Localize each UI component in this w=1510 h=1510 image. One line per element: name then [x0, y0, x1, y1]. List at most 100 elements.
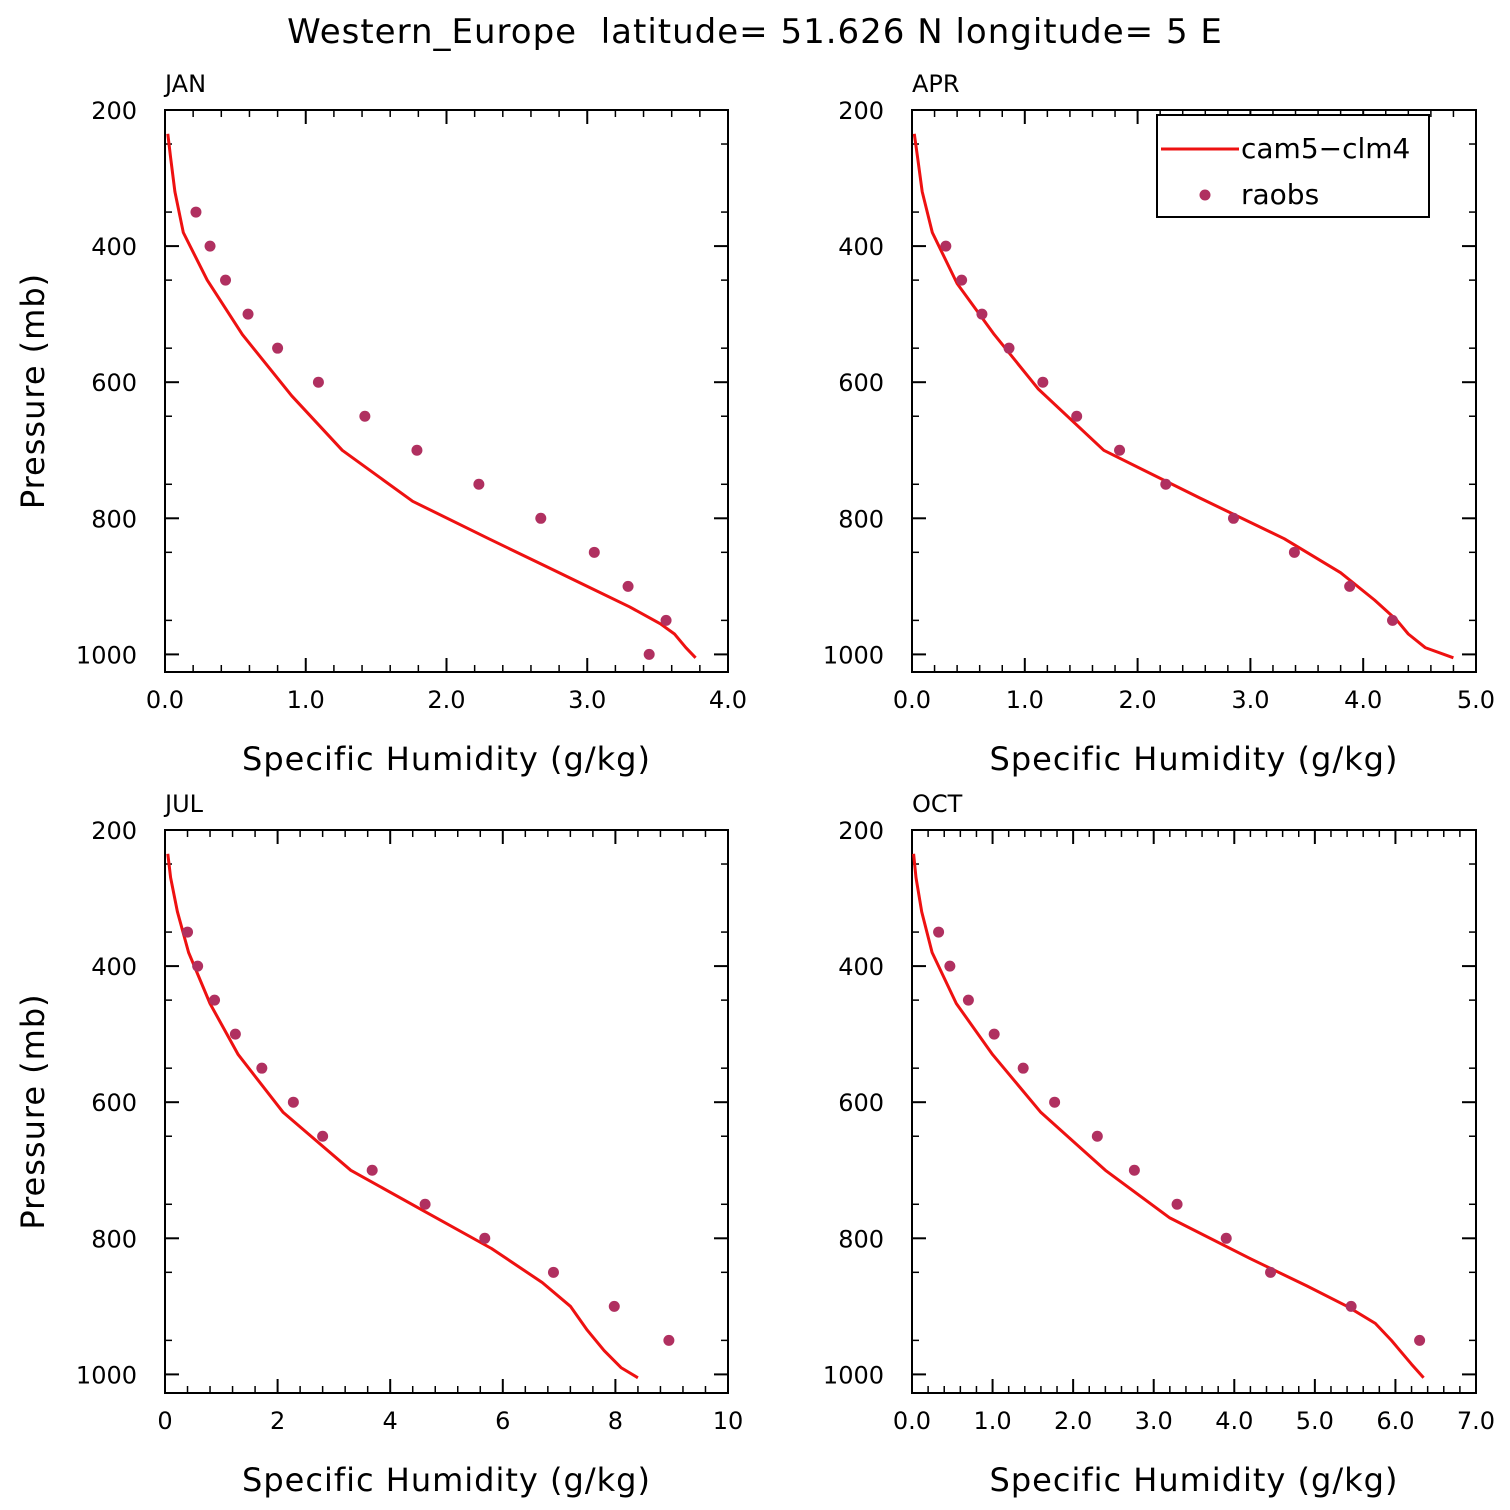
panel-jan-obs-point	[622, 580, 634, 592]
panel-oct-obs-point	[1128, 1164, 1140, 1176]
panel-jan-obs-point	[242, 308, 254, 320]
panel-jan-x-tick-label: 3.0	[568, 686, 606, 714]
panel-jul: JUL 0 2 4 6 8 10 200 400 600 800 1000 Specific Humid…	[14, 790, 743, 1499]
panel-apr-x-axis-label: Specific Humidity (g/kg)	[990, 740, 1399, 778]
panel-jan-obs-point	[660, 614, 672, 626]
panel-oct-obs-point	[1220, 1232, 1232, 1244]
panel-apr-x-tick-label: 0.0	[893, 686, 931, 714]
panel-jul-obs-point	[256, 1062, 268, 1074]
panel-oct-obs-point	[944, 960, 956, 972]
panel-oct-x-tick-label: 0.0	[893, 1407, 931, 1435]
panel-oct-x-tick-label: 6.0	[1376, 1407, 1414, 1435]
figure-title: Western_Europe latitude= 51.626 N longit…	[287, 12, 1223, 52]
panel-apr-x-tick-label: 5.0	[1457, 686, 1495, 714]
panel-jan-x-tick-label: 2.0	[427, 686, 465, 714]
panel-jul-obs-point	[547, 1266, 559, 1278]
panel-jul-obs-point	[229, 1028, 241, 1040]
panel-apr-frame	[911, 109, 1477, 673]
panel-jul-obs-point	[192, 960, 204, 972]
panel-oct-y-tick-label: 800	[838, 1225, 884, 1253]
panel-jul-y-tick-label: 400	[91, 953, 137, 981]
panel-jul-x-tick-label: 6	[495, 1407, 510, 1435]
panel-apr-obs-point	[940, 240, 952, 252]
panel-jul-obs-point	[209, 994, 221, 1006]
panel-jan-obs-point	[312, 376, 324, 388]
panel-jul-obs-point	[287, 1096, 299, 1108]
panel-jul-y-tick-label: 800	[91, 1225, 137, 1253]
panel-jul-obs-point	[608, 1300, 620, 1312]
panel-apr-y-tick-label: 600	[838, 369, 884, 397]
panel-apr-obs-point	[976, 308, 988, 320]
panel-oct-obs-point	[1345, 1300, 1357, 1312]
panel-jan-y-tick-label: 600	[91, 369, 137, 397]
legend-obs-swatch	[1199, 189, 1211, 201]
panel-oct-x-axis-label: Specific Humidity (g/kg)	[990, 1461, 1399, 1499]
legend-box	[1156, 114, 1430, 218]
panel-jan-obs-point	[359, 410, 371, 422]
panel-jan-y-axis-label: Pressure (mb)	[14, 273, 52, 509]
panel-oct-obs-point	[1049, 1096, 1061, 1108]
panel-apr-obs-point	[1387, 614, 1399, 626]
panel-apr-obs-point	[956, 274, 968, 286]
panel-jan: JAN 0.0 1.0 2.0 3.0 4.0 200 400 600 800 1000 Specif…	[14, 70, 747, 778]
panel-jan-obs-point	[473, 478, 485, 490]
panel-apr-y-tick-label: 800	[838, 505, 884, 533]
panel-jan-x-tick-label: 0.0	[146, 686, 184, 714]
panel-oct: OCT 0.0 1.0 2.0 3.0 4.0 5.0 6.0 7.0 200 400 600 800 1…	[823, 790, 1495, 1499]
panel-jan-model-line	[166, 133, 697, 659]
panel-jul-label: JUL	[163, 790, 204, 818]
panel-jan-x-tick-label: 1.0	[287, 686, 325, 714]
panel-oct-x-tick-label: 1.0	[973, 1407, 1011, 1435]
panel-jan-obs-point	[643, 648, 655, 660]
panel-jul-x-tick-label: 4	[383, 1407, 398, 1435]
panel-jul-x-axis-label: Specific Humidity (g/kg)	[242, 1461, 651, 1499]
panel-jul-obs-point	[366, 1164, 378, 1176]
panel-jan-obs-point	[535, 512, 547, 524]
panel-jan-obs-point	[272, 342, 284, 354]
panel-oct-y-tick-label: 200	[838, 817, 884, 845]
panel-jul-model-line	[166, 853, 639, 1380]
panel-jul-x-tick-label: 0	[157, 1407, 172, 1435]
panel-oct-obs-point	[1091, 1130, 1103, 1142]
panel-jul-obs-point	[419, 1198, 431, 1210]
panel-oct-frame	[911, 829, 1477, 1394]
panel-jan-y-tick-label: 1000	[76, 641, 137, 669]
panel-jan-frame	[164, 109, 729, 673]
panel-oct-model-line	[912, 853, 1425, 1379]
panel-oct-label: OCT	[912, 790, 963, 818]
panel-jul-x-tick-label: 2	[270, 1407, 285, 1435]
legend-model-label: cam5−clm4	[1241, 132, 1410, 165]
panel-oct-obs-point	[933, 926, 945, 938]
panel-apr-obs-point	[1227, 512, 1239, 524]
panel-apr: APR 0.0 1.0 2.0 3.0 4.0 5.0 200 400 600 800 1000 Spe…	[823, 70, 1495, 778]
panel-oct-obs-point	[1414, 1334, 1426, 1346]
panel-oct-x-tick-label: 4.0	[1215, 1407, 1253, 1435]
panel-jan-obs-point	[204, 240, 216, 252]
panel-apr-x-tick-label: 2.0	[1119, 686, 1157, 714]
panel-apr-x-tick-label: 3.0	[1231, 686, 1269, 714]
panel-oct-obs-point	[962, 994, 974, 1006]
panel-apr-obs-point	[1071, 410, 1083, 422]
legend-obs-label: raobs	[1241, 178, 1319, 211]
panel-jul-y-tick-label: 200	[91, 817, 137, 845]
panel-jul-y-tick-label: 600	[91, 1089, 137, 1117]
panel-apr-obs-point	[1114, 444, 1126, 456]
panel-jul-y-tick-label: 1000	[76, 1361, 137, 1389]
panel-jul-y-axis-label: Pressure (mb)	[14, 993, 52, 1229]
panel-jan-x-axis-label: Specific Humidity (g/kg)	[242, 740, 651, 778]
panel-jan-x-tick-label: 4.0	[709, 686, 747, 714]
panel-oct-x-tick-label: 5.0	[1296, 1407, 1334, 1435]
panel-apr-obs-point	[1037, 376, 1049, 388]
panel-oct-y-tick-label: 400	[838, 953, 884, 981]
panel-apr-y-tick-label: 1000	[823, 641, 884, 669]
panel-jul-obs-point	[663, 1334, 675, 1346]
panel-oct-obs-point	[1171, 1198, 1183, 1210]
panel-apr-model-line	[912, 133, 1454, 660]
panel-oct-obs-point	[1017, 1062, 1029, 1074]
panel-oct-y-tick-label: 600	[838, 1089, 884, 1117]
panel-jul-x-tick-label: 10	[713, 1407, 744, 1435]
panel-jan-obs-point	[411, 444, 423, 456]
panel-oct-y-tick-label: 1000	[823, 1361, 884, 1389]
panel-apr-y-tick-label: 400	[838, 233, 884, 261]
panel-jul-obs-point	[479, 1232, 491, 1244]
